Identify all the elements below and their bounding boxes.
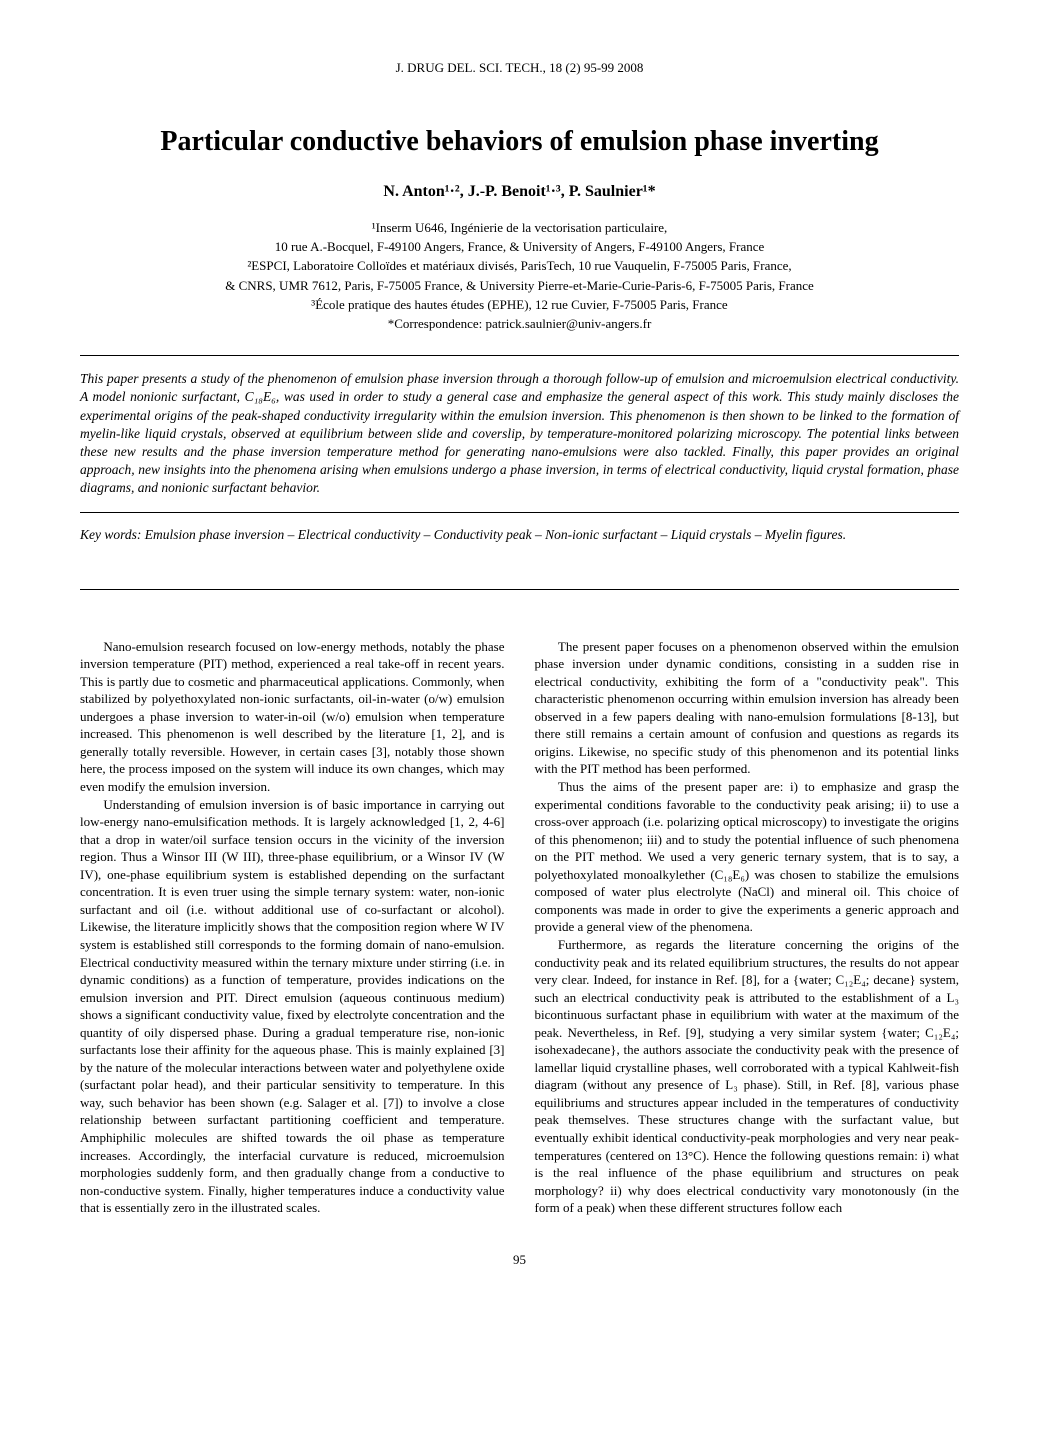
divider — [80, 589, 959, 590]
affiliation-line: 10 rue A.-Bocquel, F-49100 Angers, Franc… — [80, 238, 959, 256]
paper-title: Particular conductive behaviors of emuls… — [80, 126, 959, 158]
body-paragraph: Understanding of emulsion inversion is o… — [80, 796, 505, 1217]
keywords-line: Key words: Emulsion phase inversion – El… — [80, 521, 959, 549]
journal-header: J. DRUG DEL. SCI. TECH., 18 (2) 95-99 20… — [80, 60, 959, 76]
left-column: Nano-emulsion research focused on low-en… — [80, 638, 505, 1217]
affiliation-line: ³École pratique des hautes études (EPHE)… — [80, 296, 959, 314]
divider — [80, 355, 959, 356]
affiliation-line: ¹Inserm U646, Ingénierie de la vectorisa… — [80, 219, 959, 237]
body-paragraph: The present paper focuses on a phenomeno… — [535, 638, 960, 778]
affiliation-line: *Correspondence: patrick.saulnier@univ-a… — [80, 315, 959, 333]
abstract-text: This paper presents a study of the pheno… — [80, 364, 959, 504]
page-number: 95 — [80, 1252, 959, 1268]
authors-line: N. Anton¹·², J.-P. Benoit¹·³, P. Saulnie… — [80, 183, 959, 201]
body-paragraph: Thus the aims of the present paper are: … — [535, 778, 960, 936]
affiliation-line: ²ESPCI, Laboratoire Colloïdes et matéria… — [80, 257, 959, 275]
affiliations-block: ¹Inserm U646, Ingénierie de la vectorisa… — [80, 219, 959, 333]
body-paragraph: Nano-emulsion research focused on low-en… — [80, 638, 505, 796]
affiliation-line: & CNRS, UMR 7612, Paris, F-75005 France,… — [80, 277, 959, 295]
divider — [80, 512, 959, 513]
body-paragraph: Furthermore, as regards the literature c… — [535, 936, 960, 1217]
body-columns: Nano-emulsion research focused on low-en… — [80, 638, 959, 1217]
right-column: The present paper focuses on a phenomeno… — [535, 638, 960, 1217]
